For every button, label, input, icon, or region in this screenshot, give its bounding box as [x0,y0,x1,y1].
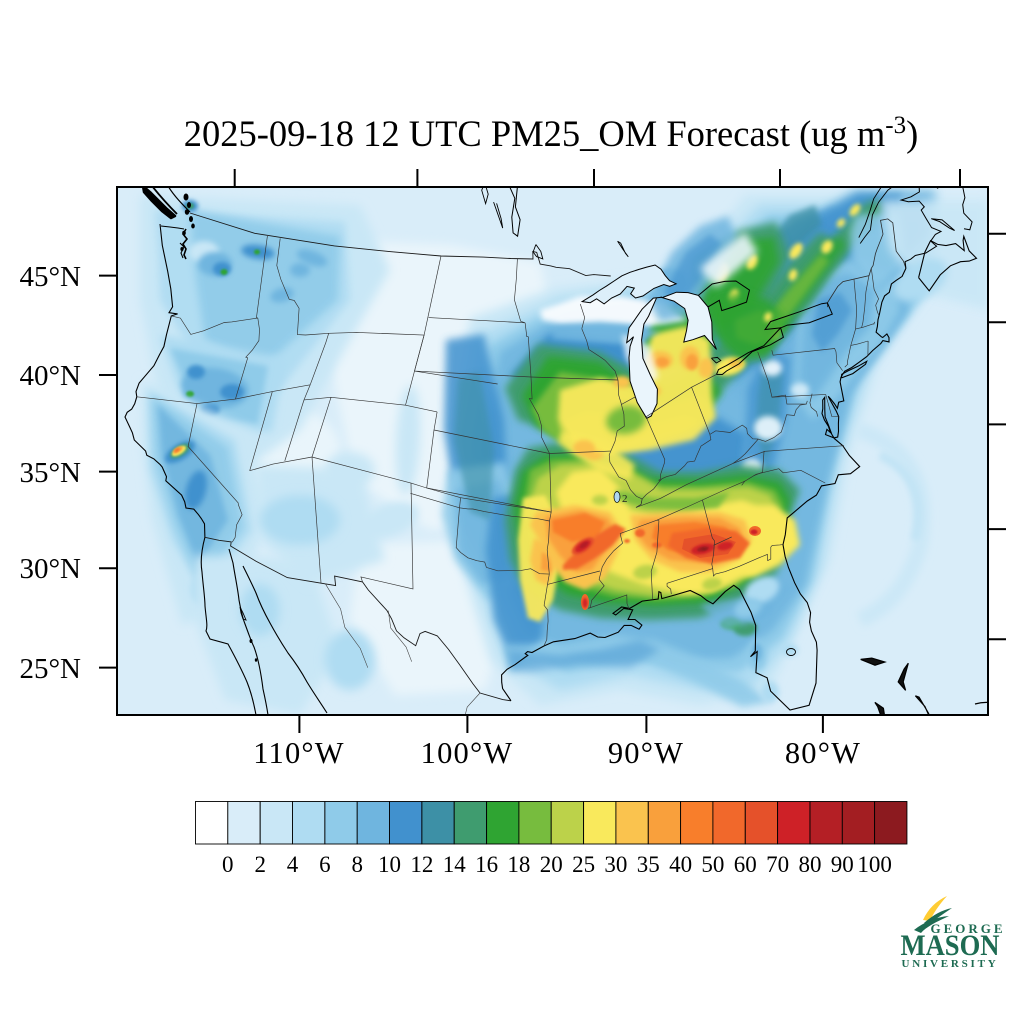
svg-text:25: 25 [572,852,595,877]
svg-text:100°W: 100°W [421,736,514,770]
svg-text:90: 90 [831,852,854,877]
svg-text:35: 35 [637,852,660,877]
svg-text:40°N: 40°N [19,360,81,392]
svg-text:8: 8 [351,852,363,877]
svg-text:2025-09-18 12 UTC PM25_OM Fore: 2025-09-18 12 UTC PM25_OM Forecast (ug m… [184,112,919,154]
svg-text:30°N: 30°N [19,553,81,585]
svg-text:4: 4 [287,852,299,877]
svg-text:14: 14 [443,852,467,877]
svg-text:35°N: 35°N [19,457,81,489]
svg-text:30: 30 [604,852,627,877]
svg-text:2: 2 [622,493,628,505]
svg-text:40: 40 [669,852,692,877]
svg-text:80°W: 80°W [785,736,861,770]
svg-text:80: 80 [799,852,822,877]
svg-text:UNIVERSITY: UNIVERSITY [902,959,999,970]
svg-text:100: 100 [857,852,892,877]
svg-text:16: 16 [475,852,498,877]
svg-text:60: 60 [734,852,757,877]
svg-text:MASON: MASON [901,929,1000,962]
svg-text:50: 50 [701,852,724,877]
svg-text:45°N: 45°N [19,261,81,293]
svg-text:2: 2 [254,852,266,877]
svg-text:25°N: 25°N [19,653,81,685]
svg-text:20: 20 [540,852,563,877]
svg-text:6: 6 [319,852,331,877]
svg-text:70: 70 [766,852,789,877]
svg-text:0: 0 [222,852,234,877]
svg-text:18: 18 [507,852,530,877]
svg-text:90°W: 90°W [608,736,684,770]
svg-text:10: 10 [378,852,401,877]
svg-text:12: 12 [410,852,433,877]
svg-text:110°W: 110°W [253,736,345,770]
svg-text:GEORGE: GEORGE [930,921,1005,936]
